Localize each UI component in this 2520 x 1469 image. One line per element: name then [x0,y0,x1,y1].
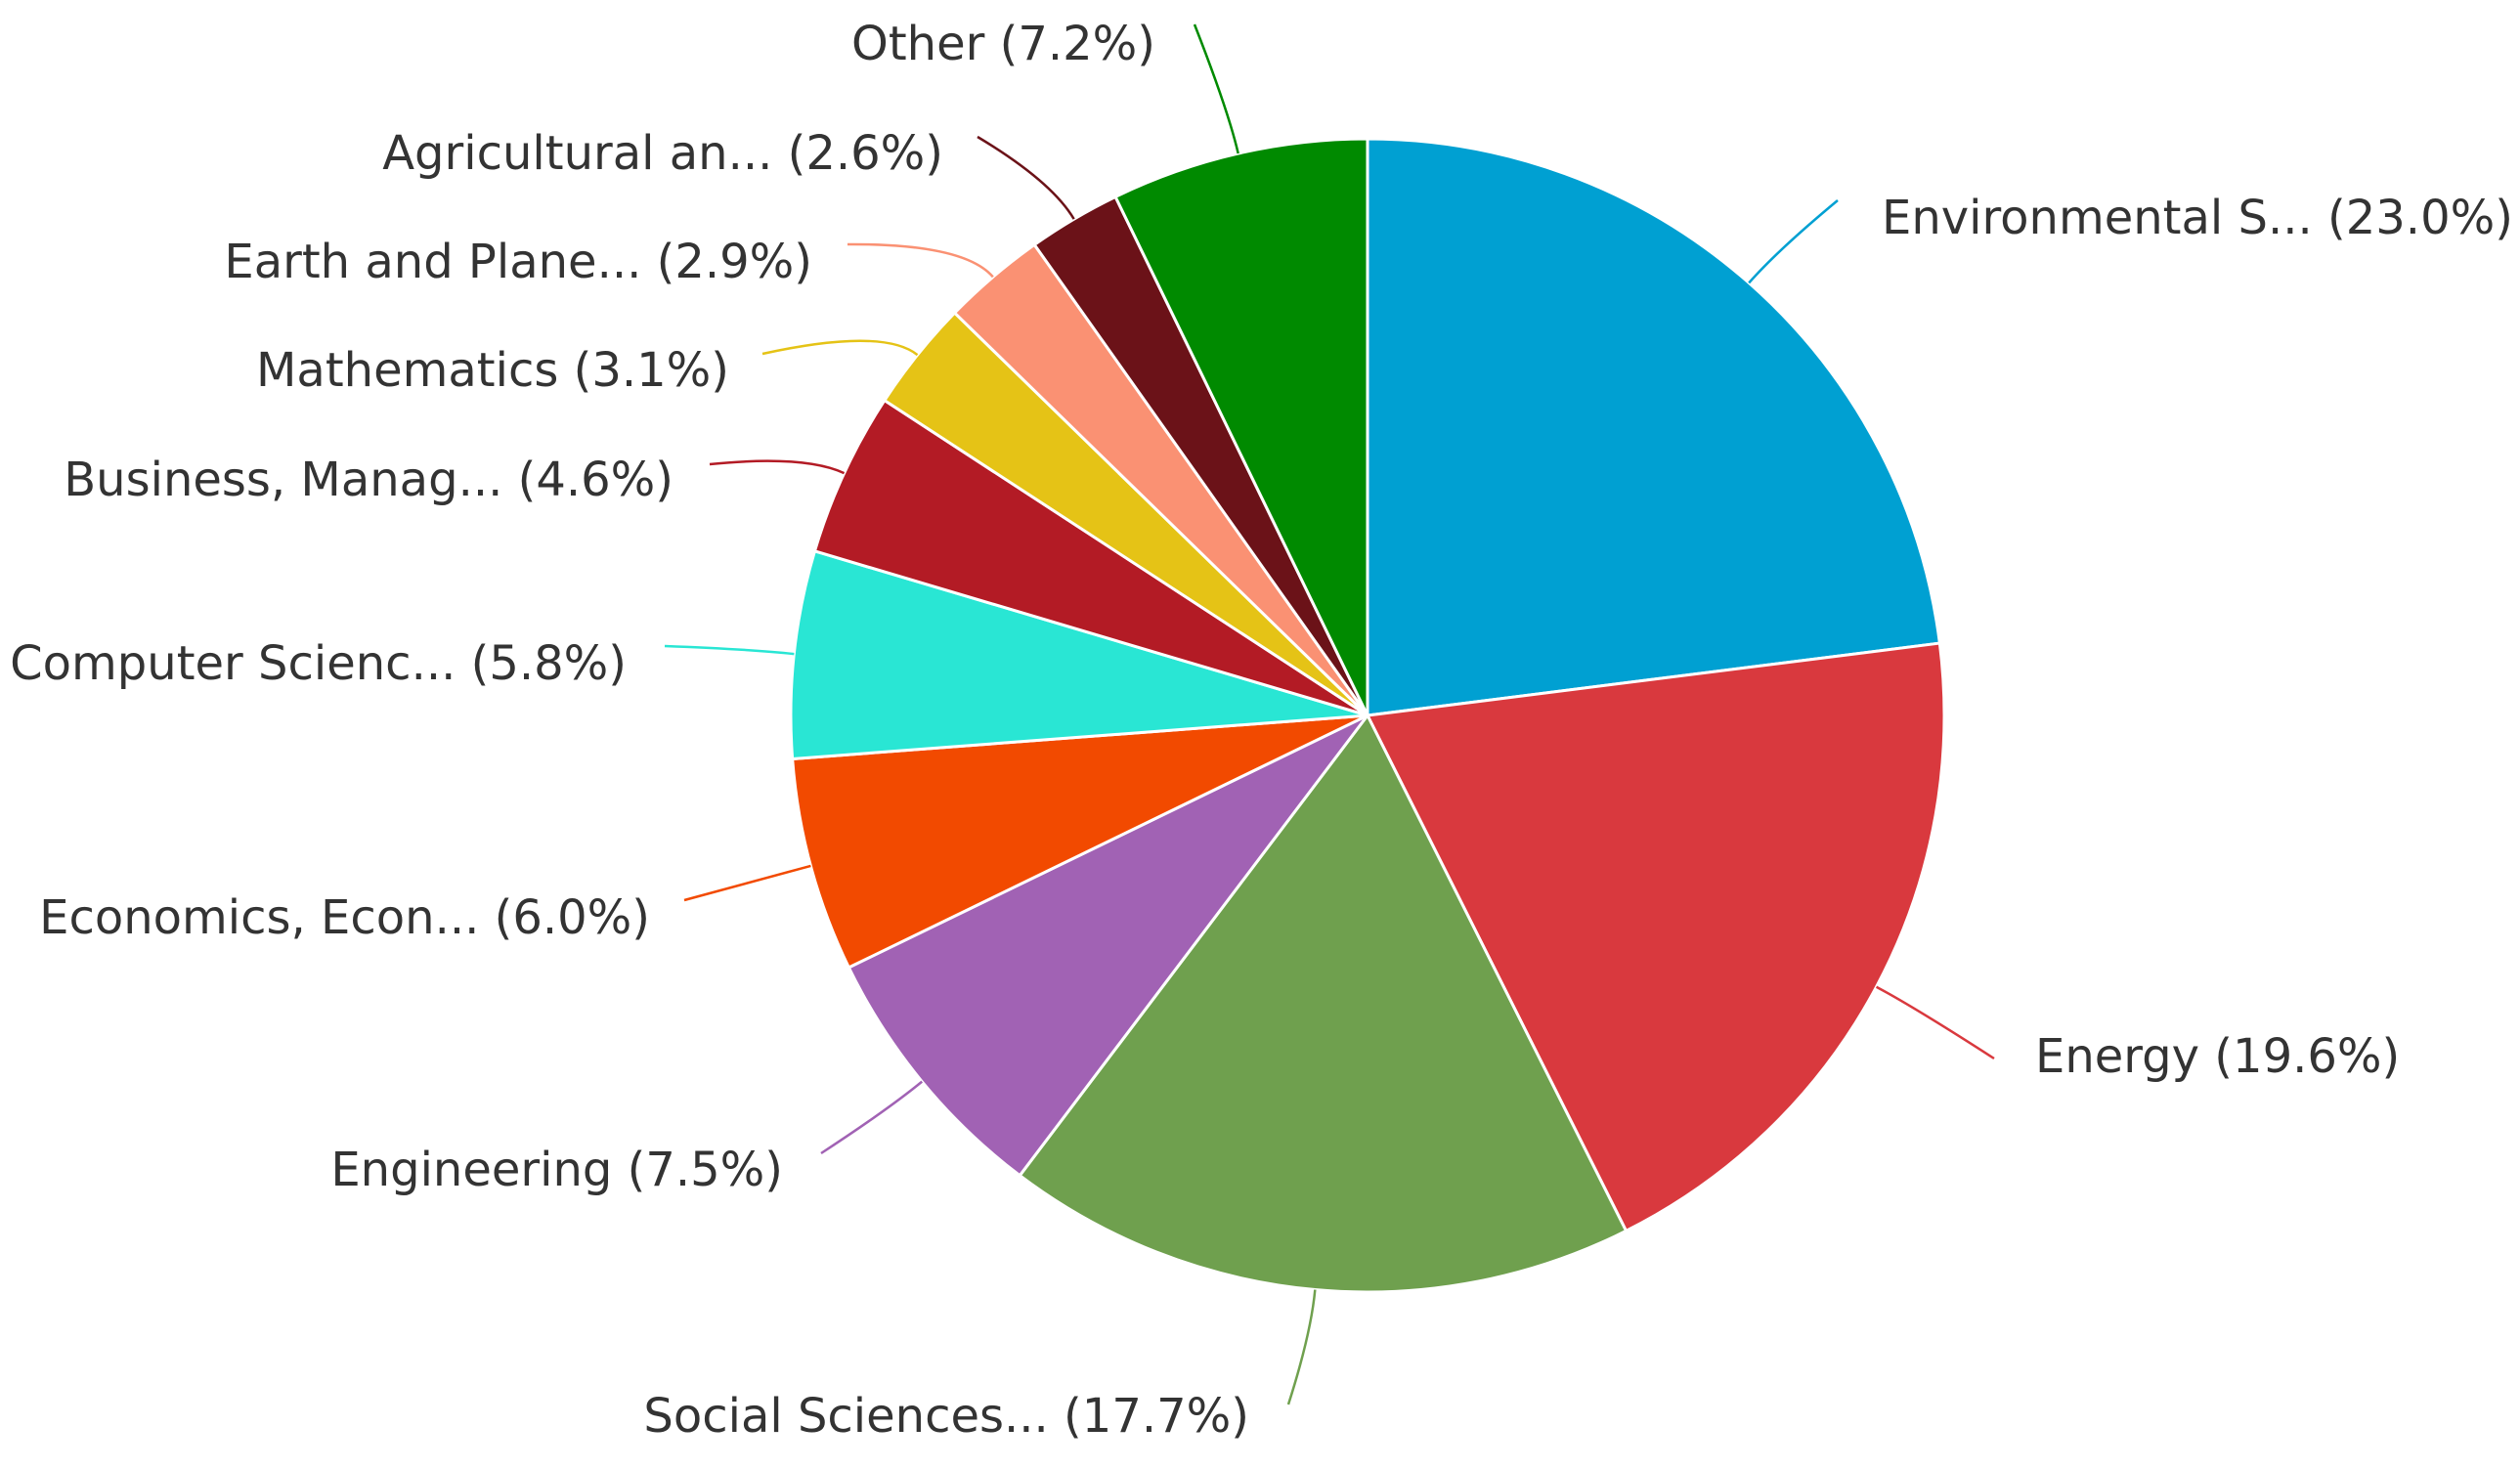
slice-label-environmental-s: Environmental S... (23.0%) [1882,191,2513,245]
slice-label-energy: Energy (19.6%) [2035,1029,2400,1084]
slice-label-business-manag: Business, Manag... (4.6%) [64,453,673,507]
slice-label-engineering: Engineering (7.5%) [330,1143,783,1197]
slice-label-other: Other (7.2%) [851,17,1155,71]
slice-label-computer-scienc: Computer Scienc... (5.8%) [10,636,627,691]
leader-line-engineering [820,1080,924,1155]
leader-line-other [1193,23,1239,154]
slice-labels: Environmental S... (23.0%) Energy (19.6%)… [10,17,2513,1444]
leader-line-computer-scienc [664,644,795,656]
slice-label-social-sciences: Social Sciences... (17.7%) [643,1389,1249,1444]
leader-lines [664,23,1995,1405]
leader-line-business-manag [709,459,846,475]
leader-line-economics-econ [683,864,811,902]
leader-line-energy [1875,985,1995,1060]
slice-label-agricultural-an: Agricultural an... (2.6%) [382,126,943,181]
leader-line-earth-and-plane [847,242,994,279]
pie-slice-economics-econ [791,713,1369,970]
pie-slice-environmental-s [1366,137,1941,717]
slice-label-mathematics: Mathematics (3.1%) [256,343,729,398]
leader-line-environmental-s [1748,199,1839,284]
pie-slice-business-manag [812,399,1369,717]
slice-label-economics-econ: Economics, Econ... (6.0%) [39,890,650,945]
leader-line-mathematics [761,339,919,357]
pie-slice-computer-scienc [789,549,1369,760]
slice-label-earth-and-plane: Earth and Plane... (2.9%) [224,235,812,289]
pie-slice-social-sciences [1018,713,1629,1294]
pie-slices [789,137,1946,1294]
leader-line-social-sciences [1286,1289,1317,1405]
leader-line-agricultural-an [977,135,1075,220]
